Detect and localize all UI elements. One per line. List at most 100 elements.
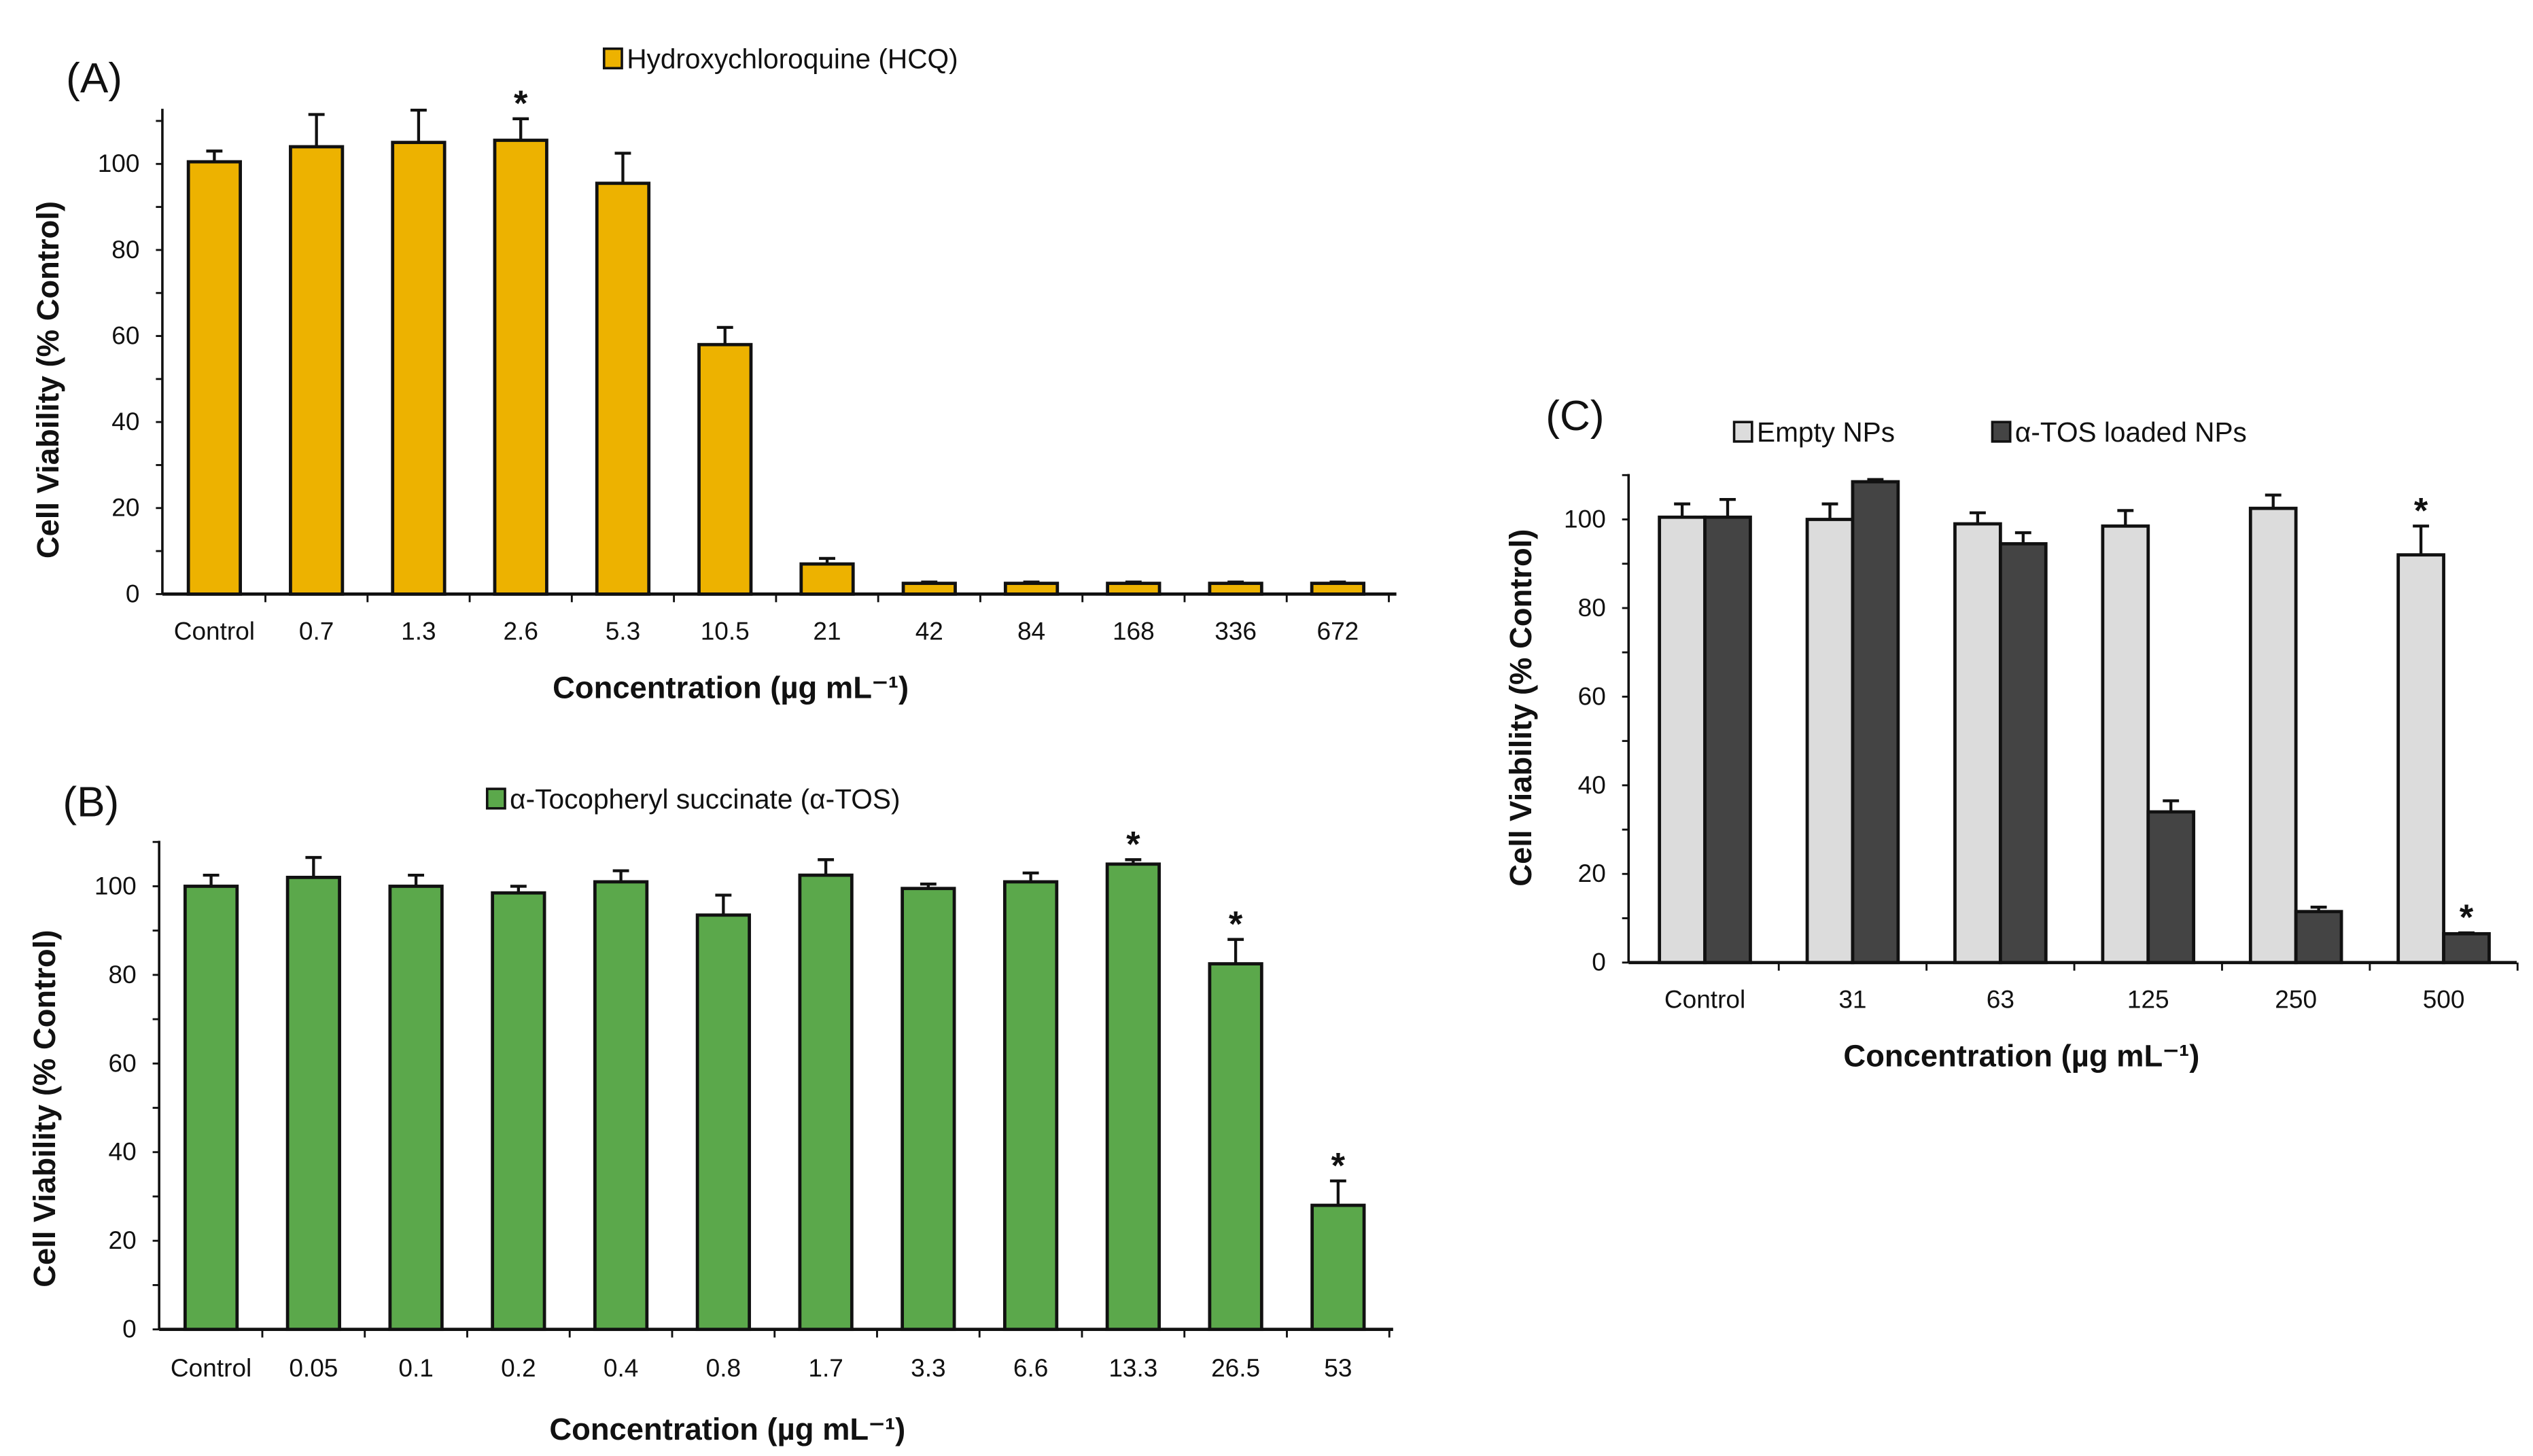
x-axis-title: Concentration (µg mL⁻¹) — [1843, 1039, 2199, 1073]
x-tick-label: 3.3 — [911, 1353, 945, 1382]
y-tick-label: 60 — [1578, 681, 1606, 710]
y-tick-label: 100 — [98, 149, 140, 177]
bar — [493, 139, 548, 596]
x-tick-label: Control — [174, 616, 255, 645]
bar — [799, 562, 855, 596]
x-tick-label: Control — [171, 1353, 251, 1382]
legend-label: Hydroxychloroquine (HCQ) — [627, 43, 958, 74]
bar — [1658, 515, 1707, 965]
x-tick-label: 1.3 — [401, 616, 436, 645]
bar — [186, 160, 242, 596]
bar — [1953, 522, 2002, 965]
legend-label: α-TOS loaded NPs — [2015, 416, 2247, 448]
significance-marker: * — [2460, 898, 2474, 938]
bar — [1106, 582, 1161, 596]
bar — [1208, 962, 1263, 1332]
y-axis-title: Cell Viability (% Control) — [27, 930, 62, 1288]
bar — [1310, 1203, 1366, 1332]
legend-swatch — [1732, 421, 1753, 443]
bar — [1002, 880, 1059, 1332]
x-tick-label: 125 — [2127, 985, 2169, 1014]
bar — [2146, 810, 2196, 965]
bar — [901, 582, 957, 596]
bar — [593, 880, 649, 1332]
x-tick-label: 1.7 — [808, 1353, 843, 1382]
bar — [1805, 518, 1855, 965]
significance-marker: * — [514, 84, 528, 124]
x-tick-label: 2.6 — [503, 616, 538, 645]
legend-swatch — [485, 787, 506, 810]
y-axis-title: Cell Viability (% Control) — [1503, 529, 1538, 887]
legend-label: Empty NPs — [1757, 416, 1895, 448]
significance-marker: * — [1126, 825, 1140, 865]
bar — [289, 145, 345, 596]
panel-label: (B) — [63, 779, 119, 826]
bar — [695, 913, 751, 1332]
x-tick-label: 500 — [2423, 985, 2465, 1014]
x-tick-label: 21 — [813, 616, 841, 645]
bar — [1310, 582, 1365, 596]
x-tick-label: 0.7 — [299, 616, 334, 645]
y-tick-label: 40 — [109, 1137, 137, 1166]
legend-label: α-Tocopheryl succinate (α-TOS) — [510, 783, 900, 815]
y-tick-label: 80 — [109, 960, 137, 989]
y-tick-label: 20 — [1578, 859, 1606, 887]
y-tick-label: 20 — [109, 1226, 137, 1254]
y-tick-label: 80 — [111, 235, 139, 264]
y-tick-label: 100 — [1564, 504, 1606, 533]
y-tick-label: 100 — [94, 871, 137, 900]
significance-marker: * — [2414, 491, 2428, 531]
chart-panel-0: (A) Hydroxychloroquine (HCQ) 0 20 40 60 80 100 C… — [31, 43, 1397, 705]
x-tick-label: 26.5 — [1211, 1353, 1260, 1382]
bar — [491, 891, 546, 1332]
legend-swatch — [602, 47, 623, 70]
y-axis-title: Cell Viability (% Control) — [31, 201, 65, 558]
x-tick-label: 84 — [1017, 616, 1045, 645]
y-tick-label: 80 — [1578, 593, 1606, 622]
bar — [2101, 524, 2150, 965]
chart-panel-1: (B) α-Tocopheryl succinate (α-TOS) 0 20 40 60… — [27, 779, 1393, 1446]
y-tick-label: 0 — [122, 1315, 137, 1343]
x-axis-title: Concentration (µg mL⁻¹) — [553, 670, 909, 705]
x-tick-label: 13.3 — [1108, 1353, 1157, 1382]
significance-marker: * — [1229, 904, 1243, 944]
x-tick-label: 10.5 — [701, 616, 750, 645]
bar — [285, 876, 341, 1332]
panel-label: (A) — [66, 55, 122, 102]
bar — [1998, 541, 2048, 965]
y-tick-label: 60 — [111, 321, 139, 349]
x-tick-label: 6.6 — [1013, 1353, 1048, 1382]
bar — [2442, 931, 2491, 965]
x-tick-label: 5.3 — [606, 616, 640, 645]
x-tick-label: 31 — [1838, 985, 1866, 1014]
x-tick-label: 63 — [1987, 985, 2014, 1014]
bar — [1105, 862, 1161, 1332]
bar — [901, 887, 956, 1332]
x-tick-label: 53 — [1324, 1353, 1352, 1382]
x-tick-label: 672 — [1316, 616, 1359, 645]
y-tick-label: 0 — [1592, 948, 1606, 976]
legend-swatch — [1991, 421, 2012, 443]
y-tick-label: 40 — [1578, 770, 1606, 799]
panel-label: (C) — [1545, 393, 1604, 440]
y-tick-label: 20 — [111, 493, 139, 522]
y-tick-label: 60 — [109, 1048, 137, 1077]
x-tick-label: 0.4 — [604, 1353, 638, 1382]
bar — [2396, 553, 2445, 965]
bar — [697, 342, 753, 596]
bar — [2294, 910, 2343, 965]
x-tick-label: 0.8 — [706, 1353, 741, 1382]
bar — [1003, 582, 1060, 596]
x-axis-title: Concentration (µg mL⁻¹) — [549, 1412, 905, 1446]
bar — [1851, 480, 1900, 965]
x-tick-label: 336 — [1215, 616, 1257, 645]
y-tick-label: 0 — [126, 579, 140, 607]
bar — [595, 181, 651, 596]
x-tick-label: 0.05 — [289, 1353, 338, 1382]
bar — [798, 873, 854, 1332]
x-tick-label: 0.1 — [398, 1353, 433, 1382]
bar — [183, 885, 239, 1332]
x-tick-label: 0.2 — [501, 1353, 536, 1382]
x-tick-label: 168 — [1113, 616, 1155, 645]
